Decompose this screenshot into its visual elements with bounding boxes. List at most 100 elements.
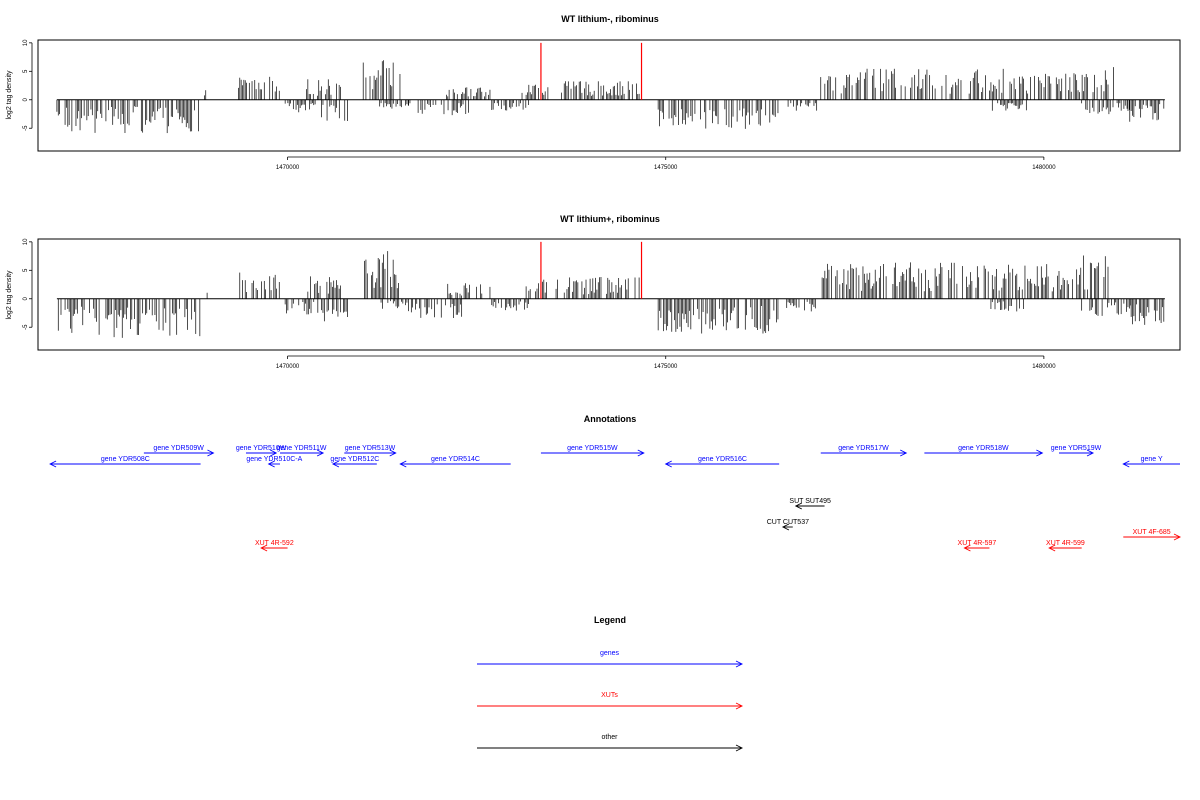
feature-label: gene YDR511W xyxy=(277,445,327,452)
feature-arrow-head xyxy=(1048,544,1056,552)
y-tick-label: 10 xyxy=(23,238,29,245)
annotation-feature: gene YDR517W xyxy=(820,445,908,457)
y-tick-label: 0 xyxy=(23,296,29,300)
annotation-feature: gene YDR510C-A xyxy=(246,456,303,468)
feature-arrow-head xyxy=(664,460,672,468)
x-axis: 1470000 1475000 1480000 xyxy=(276,355,1056,370)
x-tick-label: 1475000 xyxy=(654,364,678,370)
feature-label: gene YDR509W xyxy=(153,445,204,452)
feature-label: gene YDR510C-A xyxy=(246,456,302,463)
x-tick-label: 1480000 xyxy=(1032,364,1056,370)
feature-arrow-head xyxy=(1122,460,1130,468)
feature-label: gene YDR515W xyxy=(567,445,618,452)
y-tick-label: 10 xyxy=(23,39,29,46)
annotations-title: Annotations xyxy=(584,414,637,424)
feature-arrow-head xyxy=(637,449,645,457)
y-tick-label: 5 xyxy=(23,268,29,272)
feature-arrow-head xyxy=(900,449,908,457)
plot-frame xyxy=(37,39,1181,152)
legend-label: genes xyxy=(600,650,620,657)
legend-item: other xyxy=(477,734,744,752)
signal-bars xyxy=(56,60,1165,134)
x-tick-label: 1470000 xyxy=(276,165,300,171)
annotation-feature: gene YDR518W xyxy=(924,445,1044,457)
legend: Legend genes XUTs other xyxy=(477,615,744,752)
annotation-feature: gene YDR512C xyxy=(330,456,379,468)
y-tick-label: -5 xyxy=(23,324,29,330)
feature-label: XUT 4R-599 xyxy=(1046,540,1085,547)
y-tick-label: -5 xyxy=(23,125,29,131)
feature-label: gene YDR512C xyxy=(330,456,379,463)
signal-bars xyxy=(56,251,1165,338)
feature-arrow-head xyxy=(49,460,57,468)
annotation-feature: gene YDR513W xyxy=(344,445,397,457)
feature-label: XUT 4F-685 xyxy=(1133,529,1171,536)
plot-frame xyxy=(37,238,1181,351)
feature-label: SUT SUT495 xyxy=(789,498,831,505)
annotation-feature: XUT 4R-597 xyxy=(958,540,996,552)
feature-label: XUT 4R-592 xyxy=(255,540,294,547)
feature-arrow-head xyxy=(389,449,397,457)
y-tick-label: 0 xyxy=(23,97,29,101)
annotation-feature: gene YDR508C xyxy=(49,456,201,468)
feature-arrow-head xyxy=(794,502,803,510)
annotation-feature: gene YDR519W xyxy=(1051,445,1102,457)
feature-label: gene YDR519W xyxy=(1051,445,1102,452)
feature-arrow-head xyxy=(399,460,407,468)
x-tick-label: 1470000 xyxy=(276,364,300,370)
feature-label: gene YDR514C xyxy=(431,456,480,463)
legend-arrow-head xyxy=(735,660,744,668)
feature-arrow-head xyxy=(1173,533,1182,541)
legend-items: genes XUTs other xyxy=(477,650,744,752)
feature-arrow-head xyxy=(207,449,215,457)
feature-arrow-head xyxy=(267,460,275,468)
y-axis-label: log2 tag density xyxy=(6,70,13,120)
feature-label: gene Y xyxy=(1141,456,1163,463)
legend-item: XUTs xyxy=(477,692,744,710)
feature-label: CUT CUT537 xyxy=(767,519,809,526)
y-axis: -5 0 5 10 xyxy=(23,238,33,330)
annotation-feature: gene YDR510W xyxy=(236,445,287,457)
legend-arrow-head xyxy=(735,702,744,710)
y-tick-label: 5 xyxy=(23,69,29,73)
annotation-feature: XUT 4R-599 xyxy=(1046,540,1085,552)
annotation-feature: gene YDR514C xyxy=(399,456,511,468)
panel-title: WT lithium+, ribominus xyxy=(560,214,660,224)
feature-arrow-head xyxy=(1086,449,1095,457)
feature-label: gene YDR510W xyxy=(236,445,287,452)
feature-label: gene YDR513W xyxy=(345,445,396,452)
annotation-feature: gene YDR516C xyxy=(664,456,780,468)
feature-arrow-head xyxy=(260,544,268,552)
annotation-feature: XUT 4F-685 xyxy=(1123,529,1182,541)
x-tick-label: 1475000 xyxy=(654,165,678,171)
feature-label: gene YDR508C xyxy=(101,456,150,463)
feature-arrow-head xyxy=(1036,449,1044,457)
legend-title: Legend xyxy=(594,615,626,625)
feature-arrow-head xyxy=(331,460,340,468)
annotation-feature: gene Y xyxy=(1122,456,1180,468)
annotation-feature: gene YDR511W xyxy=(277,445,327,457)
annotation-feature: gene YDR515W xyxy=(540,445,645,457)
feature-label: gene YDR516C xyxy=(698,456,747,463)
legend-label: XUTs xyxy=(601,692,618,699)
annotation-feature: CUT CUT537 xyxy=(767,519,809,531)
feature-label: gene YDR517W xyxy=(838,445,889,452)
legend-item: genes xyxy=(477,650,744,668)
x-axis: 1470000 1475000 1480000 xyxy=(276,156,1056,171)
annotation-feature: gene YDR509W xyxy=(143,445,215,457)
legend-label: other xyxy=(602,734,619,741)
legend-arrow-head xyxy=(735,744,744,752)
red-markers xyxy=(540,42,643,100)
feature-arrow-head xyxy=(316,449,325,457)
feature-arrow-head xyxy=(781,523,790,531)
annotation-feature: SUT SUT495 xyxy=(789,498,831,510)
signal-panel-lithium-plus: WT lithium+, ribominus log2 tag density … xyxy=(6,214,1181,370)
feature-arrow-head xyxy=(270,449,278,457)
annotation-feature: XUT 4R-592 xyxy=(255,540,294,552)
feature-label: gene YDR518W xyxy=(958,445,1009,452)
feature-arrow-head xyxy=(963,544,971,552)
y-axis: -5 0 5 10 xyxy=(23,39,33,131)
